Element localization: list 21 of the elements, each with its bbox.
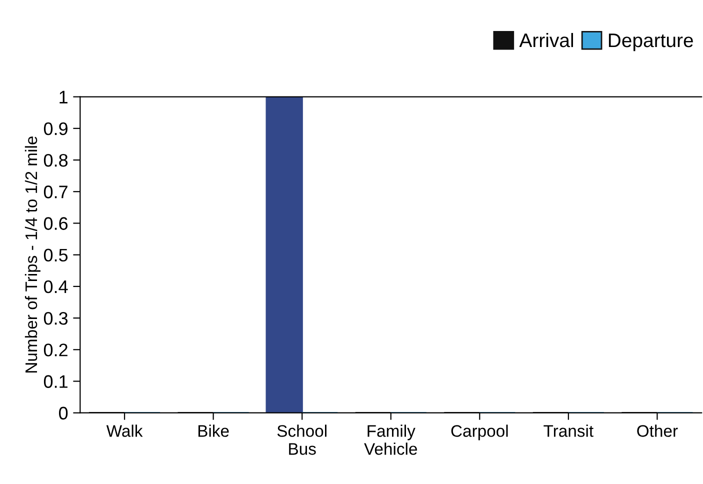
y-tick-label: 0.8	[44, 154, 68, 167]
y-tick-label: 0.4	[44, 280, 68, 294]
x-tick-label: Bike	[198, 424, 229, 437]
x-tick-label: Transit	[544, 424, 594, 437]
y-tick-label: 0.5	[44, 248, 68, 262]
legend-label: Departure	[608, 34, 693, 52]
y-tick-label: 0.3	[44, 312, 68, 325]
y-axis-title: Number of Trips - 1/4 to 1/2 mile	[24, 136, 40, 372]
y-tick-label: 0.1	[44, 375, 68, 388]
x-tick-label: School Bus	[277, 424, 326, 455]
y-tick-label: 0.2	[44, 344, 68, 356]
y-tick-label: 1	[60, 90, 68, 104]
y-tick-label: 0.9	[44, 122, 68, 136]
x-tick-label: Family Vehicle	[364, 424, 417, 455]
y-tick-label: 0	[59, 406, 68, 420]
x-tick-label: Other	[637, 424, 678, 437]
x-tick-label: Carpool	[451, 424, 508, 440]
x-tick-label: Walk	[106, 424, 143, 437]
y-tick-label: 0.6	[44, 217, 68, 230]
legend-label: Arrival	[519, 32, 574, 48]
y-tick-label: 0.7	[44, 186, 68, 198]
